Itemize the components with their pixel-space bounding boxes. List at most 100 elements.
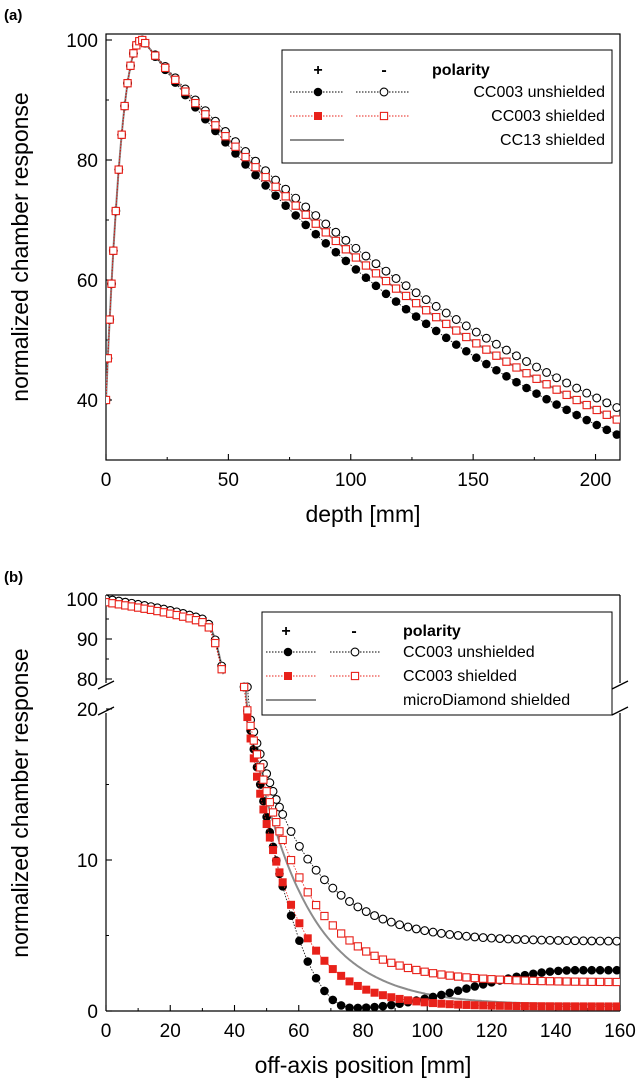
- data-point-a: [582, 388, 592, 398]
- legend-marker-a: [314, 112, 322, 120]
- data-point-b: [412, 965, 421, 975]
- data-point-b: [578, 936, 588, 946]
- data-point-a: [311, 229, 321, 239]
- data-point-a: [562, 405, 571, 415]
- data-point-a: [331, 236, 340, 246]
- data-point-b: [579, 977, 588, 986]
- data-point-b: [504, 975, 513, 985]
- legend-entry-a: CC13 shielded: [500, 132, 605, 149]
- data-point-b: [420, 967, 429, 976]
- data-point-a: [221, 132, 230, 141]
- data-point-b: [537, 976, 546, 986]
- data-point-b: [320, 986, 329, 996]
- data-point-b: [303, 888, 312, 897]
- y-axis-label-a: normalized chamber response: [7, 92, 33, 401]
- data-point-b: [420, 998, 429, 1007]
- data-point-a: [114, 165, 123, 174]
- x-tick-label-a: 200: [580, 470, 612, 491]
- data-point-a: [281, 184, 291, 194]
- data-point-b: [278, 878, 287, 887]
- data-point-a: [472, 353, 481, 363]
- data-point-a: [532, 374, 541, 383]
- data-point-b: [604, 977, 613, 987]
- data-point-a: [361, 273, 371, 283]
- panel-label-a: (a): [4, 7, 22, 24]
- data-point-a: [451, 340, 461, 349]
- data-point-a: [492, 365, 501, 375]
- data-point-a: [431, 301, 441, 311]
- data-point-b: [554, 1002, 563, 1011]
- data-point-a: [331, 247, 341, 257]
- data-point-b: [328, 965, 337, 974]
- legend-a: + - polarity CC003 unshielded CC003 shielded…: [281, 49, 613, 164]
- data-point-a: [391, 284, 401, 293]
- data-point-a: [602, 398, 612, 408]
- data-point-a: [281, 201, 290, 210]
- data-point-b: [470, 973, 479, 983]
- data-point-b: [520, 976, 530, 985]
- data-point-b: [272, 857, 281, 866]
- data-point-a: [421, 319, 431, 329]
- data-point-b: [353, 981, 362, 990]
- legend-marker-b: [283, 647, 293, 657]
- data-point-a: [231, 142, 240, 151]
- data-point-a: [542, 394, 551, 404]
- data-point-b: [395, 961, 404, 970]
- data-point-a: [341, 235, 351, 245]
- data-point-a: [481, 333, 491, 343]
- y-axis-label-b: normalized chamber response: [7, 648, 33, 957]
- data-point-b: [328, 995, 338, 1005]
- data-point-b: [612, 936, 620, 946]
- y-tick-label-b: 90: [77, 630, 98, 651]
- data-point-a: [301, 202, 311, 212]
- data-point-b: [252, 772, 261, 781]
- data-point-b: [303, 854, 313, 864]
- data-point-b: [537, 1002, 546, 1011]
- y-tick-label-b: 10: [77, 851, 98, 872]
- data-point-a: [411, 288, 421, 298]
- data-point-a: [502, 371, 511, 381]
- legend-box-a: [281, 49, 613, 164]
- data-point-b: [303, 957, 313, 966]
- data-point-a: [431, 326, 441, 336]
- data-point-b: [478, 974, 488, 983]
- data-point-a: [411, 312, 421, 321]
- data-point-b: [259, 796, 268, 806]
- data-point-b: [571, 1002, 580, 1011]
- data-point-a: [572, 395, 581, 405]
- data-point-a: [512, 363, 521, 372]
- legend-marker-b: [350, 647, 360, 657]
- data-point-b: [453, 930, 463, 940]
- data-point-b: [453, 986, 463, 996]
- legend-minus-b: -: [351, 623, 356, 640]
- data-point-a: [542, 380, 551, 389]
- legend-marker-b: [350, 671, 360, 681]
- data-point-b: [596, 1002, 605, 1011]
- data-point-b: [411, 924, 421, 934]
- legend-b: + - polarity CC003 unshielded CC003 shielded…: [261, 611, 613, 716]
- data-point-b: [275, 868, 284, 877]
- data-point-b: [428, 927, 438, 937]
- data-point-a: [612, 415, 620, 424]
- data-point-b: [256, 763, 265, 772]
- data-point-a: [231, 149, 240, 158]
- data-point-b: [295, 873, 304, 882]
- data-point-a: [151, 51, 160, 60]
- data-point-b: [294, 841, 304, 851]
- data-point-b: [545, 967, 555, 976]
- data-point-b: [562, 936, 572, 946]
- data-point-a: [381, 289, 391, 299]
- data-point-b: [495, 1001, 504, 1010]
- data-point-b: [311, 865, 321, 875]
- data-point-a: [241, 152, 250, 162]
- data-point-b: [412, 997, 421, 1006]
- data-point-a: [401, 304, 411, 314]
- data-point-a: [126, 61, 135, 70]
- data-point-b: [612, 977, 620, 987]
- data-point-b: [239, 682, 249, 692]
- data-point-b: [470, 982, 480, 991]
- data-point-b: [269, 846, 278, 855]
- data-point-a: [123, 79, 132, 88]
- data-point-b: [537, 968, 546, 977]
